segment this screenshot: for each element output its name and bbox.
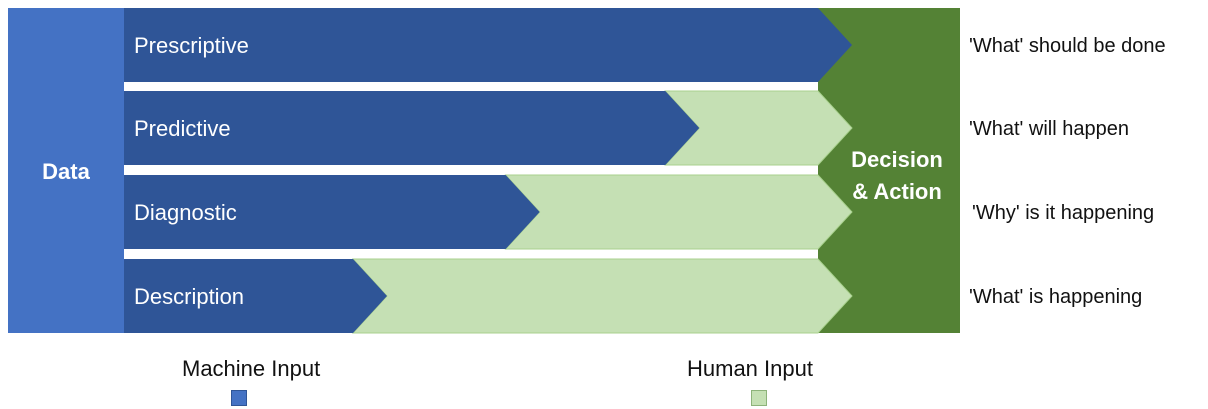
human-input-arrow: [353, 259, 852, 333]
legend-human-input-label: Human Input: [687, 356, 813, 382]
row-description: 'What' is happening: [969, 286, 1142, 308]
row-prescriptive: Prescriptive 'What' should be done: [124, 8, 1166, 82]
row-description: Description 'What' is happening: [124, 259, 1142, 333]
row-description: 'What' will happen: [969, 118, 1129, 140]
row-label: Description: [134, 284, 244, 309]
row-predictive: Predictive 'What' will happen: [124, 91, 1129, 165]
row-description: 'What' should be done: [969, 35, 1166, 57]
row-label: Predictive: [134, 116, 231, 141]
legend-machine-input-label: Machine Input: [182, 356, 320, 382]
row-label: Diagnostic: [134, 200, 237, 225]
legend-human-input-swatch: [751, 390, 767, 406]
human-input-arrow: [506, 175, 852, 249]
decision-block-line1: Decision: [851, 147, 943, 172]
row-diagnostic: Diagnostic 'Why' is it happening: [124, 175, 1154, 249]
decision-block-line2: & Action: [852, 179, 942, 204]
row-label: Prescriptive: [134, 33, 249, 58]
data-block-label: Data: [42, 159, 90, 184]
legend-machine-input-swatch: [231, 390, 247, 406]
row-description: 'Why' is it happening: [972, 202, 1154, 224]
